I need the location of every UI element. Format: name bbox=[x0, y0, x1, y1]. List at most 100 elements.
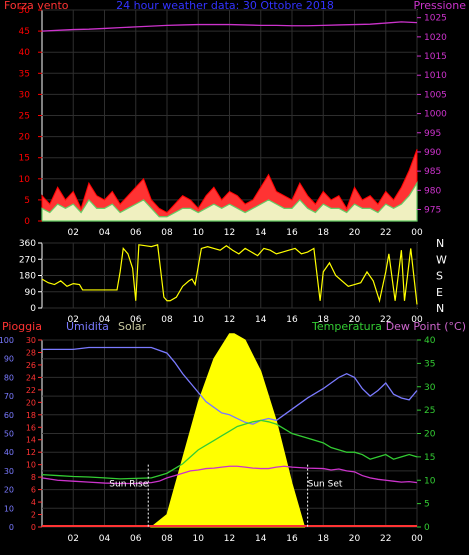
pressure-tick-label: 990 bbox=[424, 148, 441, 158]
pressure-axis: 975 980 985 990 995 1000 1005 1010 1015 1020 1025 bbox=[417, 14, 447, 215]
compass-label: W bbox=[436, 253, 447, 266]
temp-tick-label: 10 bbox=[424, 476, 436, 486]
wind-y-tick-label: 40 bbox=[19, 48, 31, 58]
humidity-label: Umidita bbox=[66, 320, 109, 333]
temp-x-tick: 06 bbox=[130, 534, 142, 544]
direction-tick-label: 360 bbox=[19, 239, 36, 249]
compass-label: N bbox=[436, 237, 444, 250]
direction-x-tick: 10 bbox=[193, 315, 205, 325]
temp-tick-label: 25 bbox=[424, 406, 435, 416]
solar-label: Solar bbox=[118, 320, 147, 333]
dewpoint-label: Dew Point (°C) bbox=[386, 320, 466, 333]
solar-area-shape bbox=[149, 333, 306, 528]
direction-x-axis: 02 04 06 08 10 12 14 16 18 20 22 00 bbox=[68, 315, 423, 325]
direction-tick-label: 90 bbox=[25, 288, 37, 298]
humidity-tick-label: 0 bbox=[9, 523, 14, 532]
wind-speed-axis: 0 5 10 15 20 25 30 35 40 45 50 bbox=[19, 6, 42, 227]
gust-area bbox=[41, 149, 418, 222]
direction-x-tick: 18 bbox=[318, 315, 330, 325]
rain-tick-label: 22 bbox=[26, 386, 36, 395]
wind-series bbox=[41, 21, 418, 222]
humidity-line bbox=[42, 346, 418, 425]
temp-tick-label: 0 bbox=[424, 523, 430, 533]
humidity-axis: 0 10 20 30 40 50 60 70 80 90 100 bbox=[0, 336, 14, 532]
rain-tick-label: 18 bbox=[26, 411, 36, 420]
humidity-tick-label: 80 bbox=[4, 373, 14, 382]
wind-y-tick-label: 25 bbox=[19, 112, 30, 122]
pressure-tick-label: 1025 bbox=[424, 14, 447, 24]
sun-markers: Sun Rise Sun Set bbox=[109, 464, 343, 527]
temp-x-tick: 12 bbox=[224, 534, 235, 544]
rain-tick-label: 4 bbox=[31, 498, 36, 507]
pressure-line bbox=[41, 21, 418, 32]
wind-x-tick: 00 bbox=[411, 228, 423, 238]
pressure-tick-label: 1005 bbox=[424, 90, 447, 100]
chart-title: 24 hour weather data: 30 Ottobre 2018 bbox=[116, 0, 334, 12]
pressure-tick-label: 1015 bbox=[424, 52, 447, 62]
pressure-tick-label: 1000 bbox=[424, 110, 447, 120]
sunset-label: Sun Set bbox=[308, 479, 343, 489]
temp-x-tick: 02 bbox=[68, 534, 79, 544]
humidity-tick-label: 10 bbox=[4, 504, 14, 513]
wind-x-axis: 02 04 06 08 10 12 14 16 18 20 22 00 bbox=[68, 228, 423, 238]
pressure-tick-label: 1010 bbox=[424, 71, 447, 81]
temp-tick-label: 40 bbox=[424, 336, 436, 346]
temp-x-tick: 20 bbox=[349, 534, 361, 544]
rain-tick-label: 0 bbox=[31, 523, 36, 532]
compass-label: E bbox=[436, 286, 443, 299]
direction-series bbox=[41, 244, 418, 305]
wind-x-tick: 08 bbox=[161, 228, 173, 238]
rain-label: Pioggia bbox=[2, 320, 42, 333]
wind-x-tick: 10 bbox=[193, 228, 205, 238]
temp-tick-label: 20 bbox=[424, 430, 436, 440]
temp-x-tick: 00 bbox=[411, 534, 423, 544]
direction-x-tick: 08 bbox=[161, 315, 173, 325]
compass-label: N bbox=[436, 302, 444, 315]
rain-tick-label: 24 bbox=[26, 373, 36, 382]
rain-tick-label: 16 bbox=[26, 423, 36, 432]
pressure-tick-label: 980 bbox=[424, 186, 441, 196]
temp-tick-label: 35 bbox=[424, 359, 435, 369]
humidity-tick-label: 60 bbox=[4, 411, 14, 420]
wind-y-tick-label: 15 bbox=[19, 154, 30, 164]
temperature-line bbox=[41, 419, 418, 480]
rain-tick-label: 26 bbox=[26, 361, 36, 370]
wind-y-tick-label: 30 bbox=[19, 90, 31, 100]
direction-x-tick: 22 bbox=[380, 315, 391, 325]
wind-y-tick-label: 20 bbox=[19, 133, 31, 143]
direction-grid bbox=[42, 242, 418, 309]
wind-x-tick: 16 bbox=[286, 228, 298, 238]
pressure-tick-label: 995 bbox=[424, 129, 441, 139]
sunrise-label: Sun Rise bbox=[109, 479, 148, 489]
direction-x-tick: 00 bbox=[411, 315, 423, 325]
wind-x-tick: 20 bbox=[349, 228, 361, 238]
temperature-axis: 0 5 10 15 20 25 30 35 40 bbox=[417, 336, 436, 533]
rain-tick-label: 30 bbox=[26, 336, 36, 345]
direction-axis: 0 90 180 270 360 bbox=[19, 239, 42, 314]
temp-x-tick: 10 bbox=[193, 534, 205, 544]
solar-area bbox=[149, 333, 306, 528]
rain-tick-label: 14 bbox=[26, 436, 36, 445]
rain-tick-label: 10 bbox=[26, 461, 36, 470]
direction-x-tick: 20 bbox=[349, 315, 361, 325]
wind-x-tick: 18 bbox=[318, 228, 330, 238]
wind-y-tick-label: 10 bbox=[19, 175, 31, 185]
temperature-label: Temperatura bbox=[311, 320, 382, 333]
pressure-tick-label: 985 bbox=[424, 167, 441, 177]
humidity-tick-label: 70 bbox=[4, 392, 14, 401]
wind-y-tick-label: 5 bbox=[24, 196, 30, 206]
temp-tick-label: 5 bbox=[424, 500, 430, 510]
wind-x-tick: 04 bbox=[99, 228, 111, 238]
wind-y-tick-label: 45 bbox=[19, 27, 30, 37]
dewpoint-line bbox=[41, 465, 418, 485]
temp-x-tick: 18 bbox=[318, 534, 330, 544]
temp-x-tick: 08 bbox=[161, 534, 173, 544]
rain-tick-label: 6 bbox=[31, 486, 36, 495]
direction-x-tick: 16 bbox=[286, 315, 298, 325]
direction-line bbox=[41, 244, 418, 305]
humidity-tick-label: 20 bbox=[4, 486, 14, 495]
pressure-label: Pressione bbox=[414, 0, 467, 12]
